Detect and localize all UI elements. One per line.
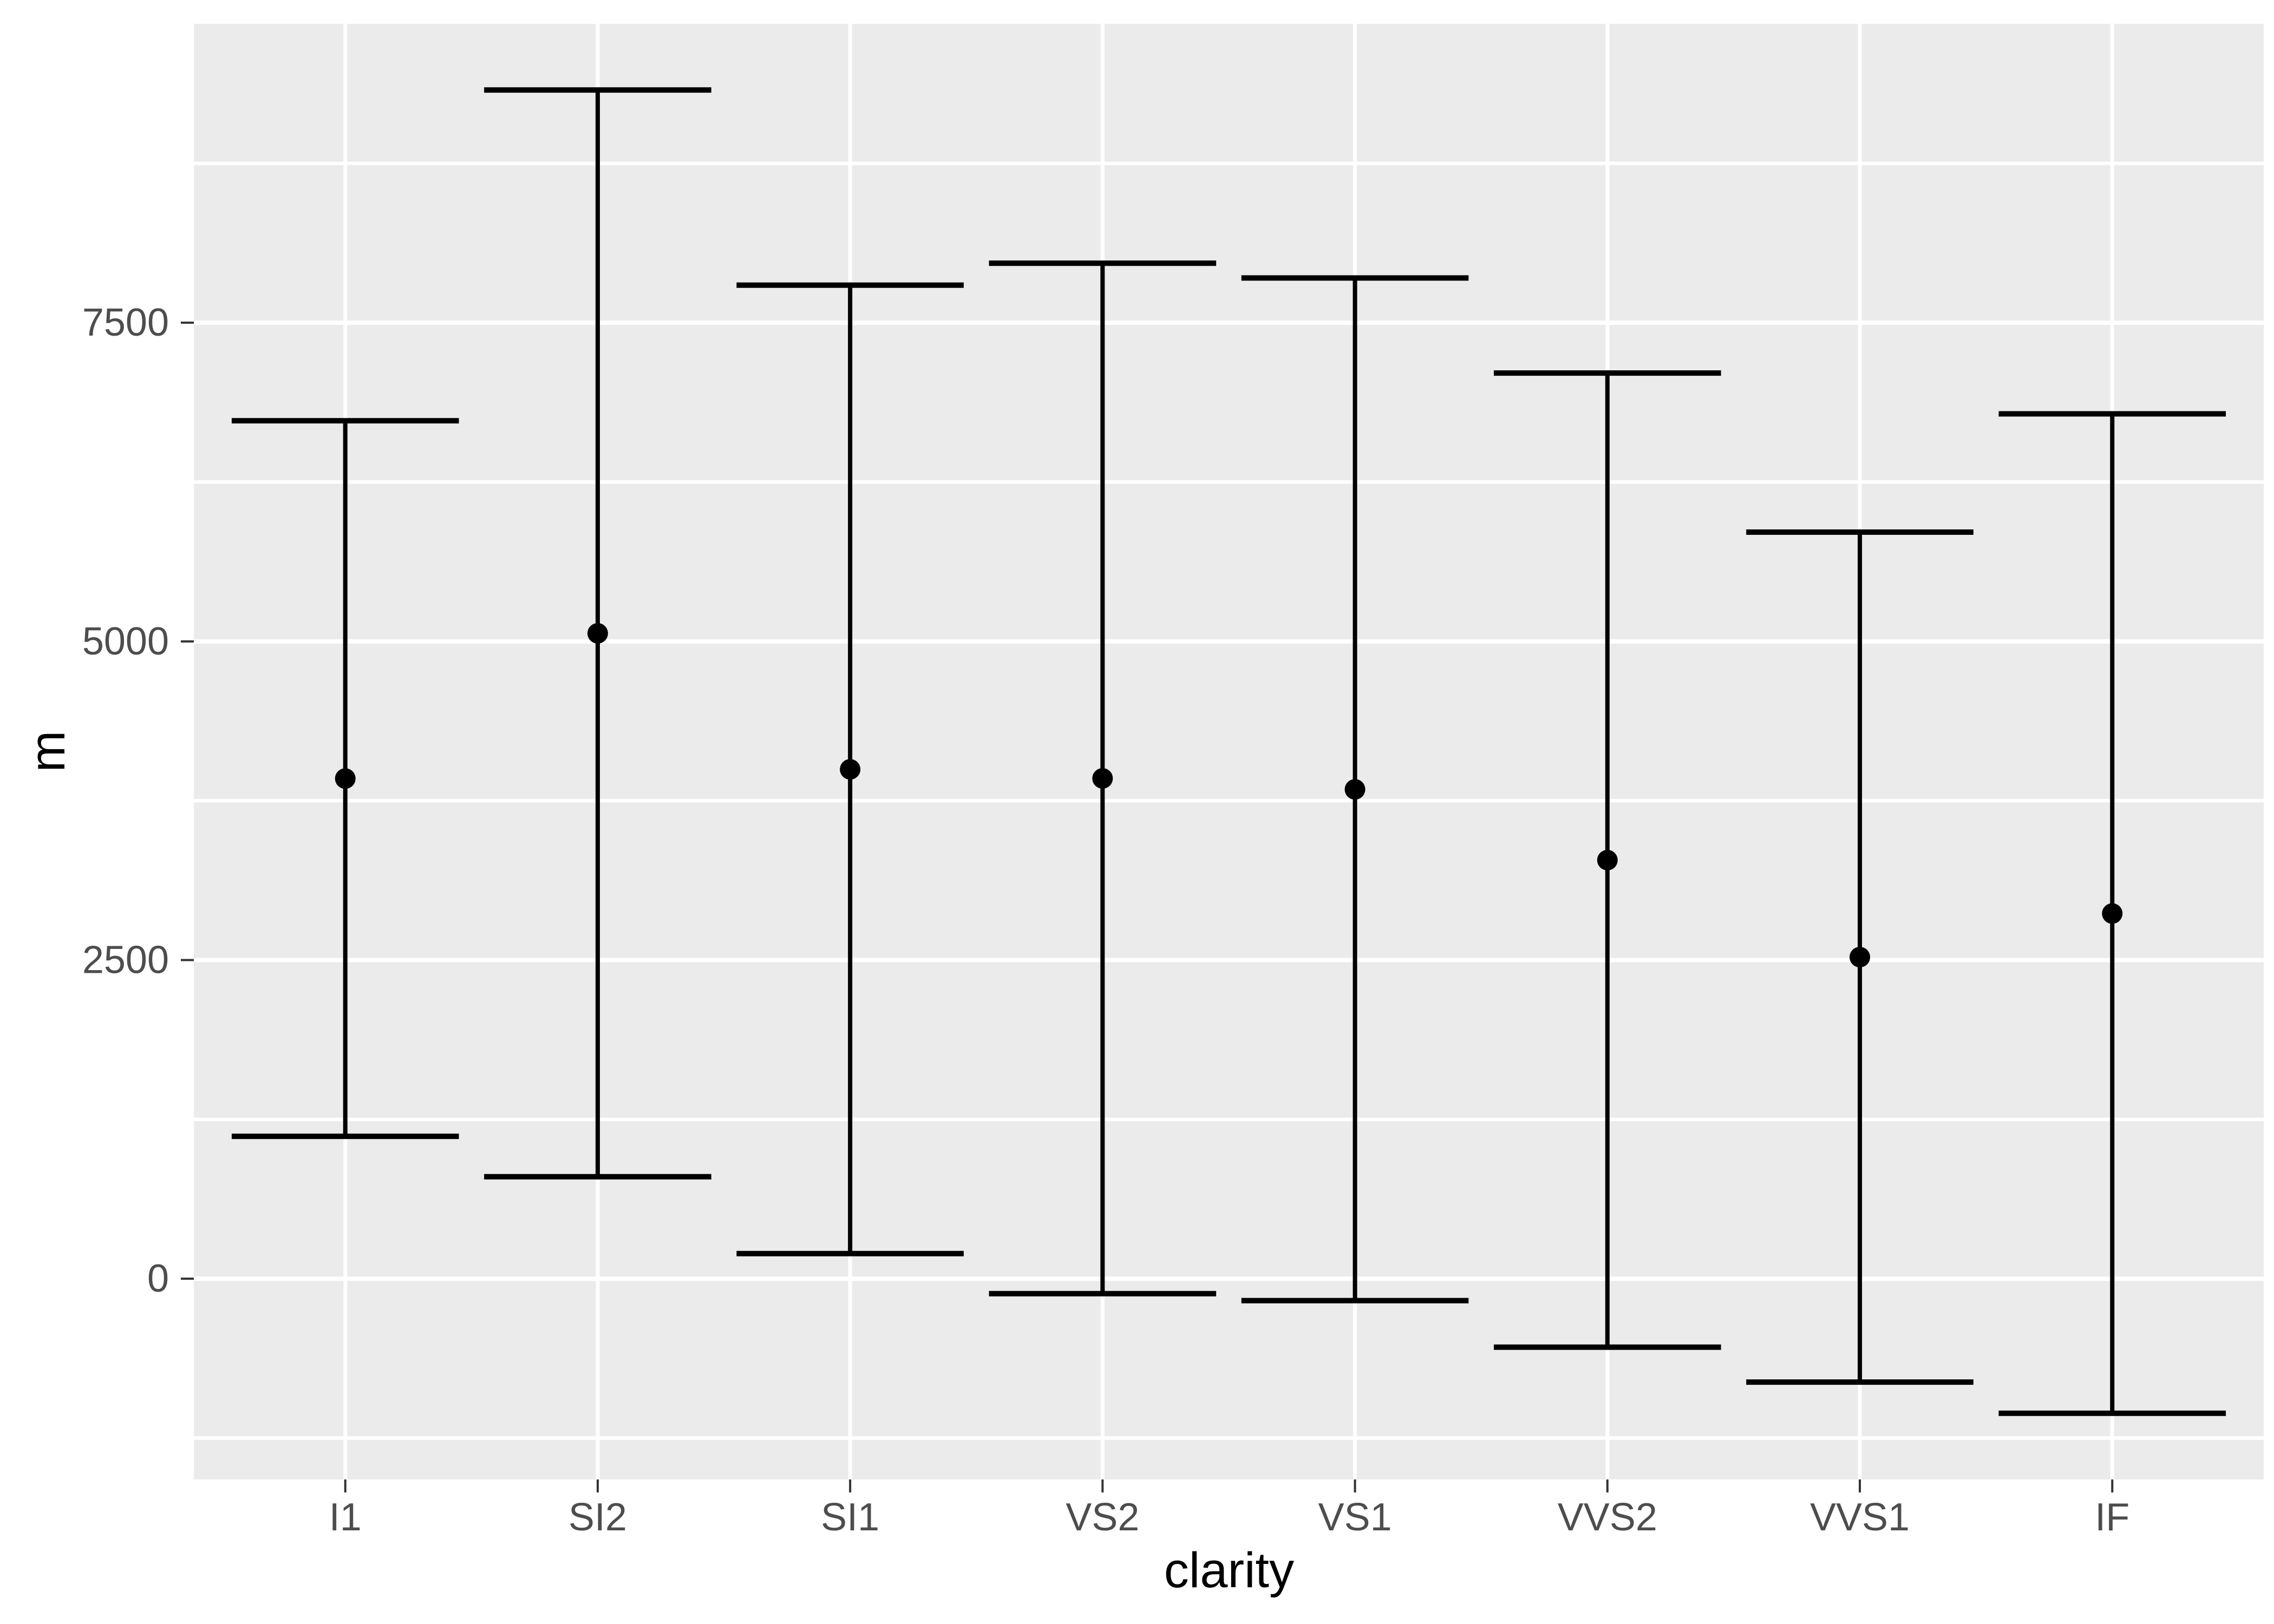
x-tick-label-i1: I1 [329, 1496, 362, 1539]
x-axis-title: clarity [1164, 1543, 1295, 1598]
y-tick-label: 5000 [82, 620, 169, 663]
x-tick-label-vvs2: VVS2 [1558, 1496, 1657, 1539]
mean-point-vvs1 [1850, 947, 1871, 968]
y-axis-title: m [20, 730, 75, 772]
y-tick-label: 0 [147, 1257, 169, 1300]
mean-point-si1 [840, 759, 861, 780]
mean-point-si2 [587, 623, 608, 644]
plot-panel [194, 24, 2264, 1479]
y-tick-label: 7500 [82, 301, 169, 344]
x-tick-label-vs2: VS2 [1066, 1496, 1139, 1539]
x-tick-label-if: IF [2095, 1496, 2129, 1539]
x-tick-label-si1: SI1 [821, 1496, 879, 1539]
mean-point-vs2 [1092, 768, 1113, 789]
y-tick-label: 2500 [82, 938, 169, 981]
mean-point-i1 [335, 768, 356, 789]
x-tick-label-vs1: VS1 [1318, 1496, 1392, 1539]
x-tick-label-vvs1: VVS1 [1810, 1496, 1910, 1539]
mean-point-vvs2 [1597, 849, 1618, 870]
x-tick-label-si2: SI2 [568, 1496, 627, 1539]
mean-point-if [2102, 903, 2123, 924]
mean-point-vs1 [1344, 779, 1365, 800]
